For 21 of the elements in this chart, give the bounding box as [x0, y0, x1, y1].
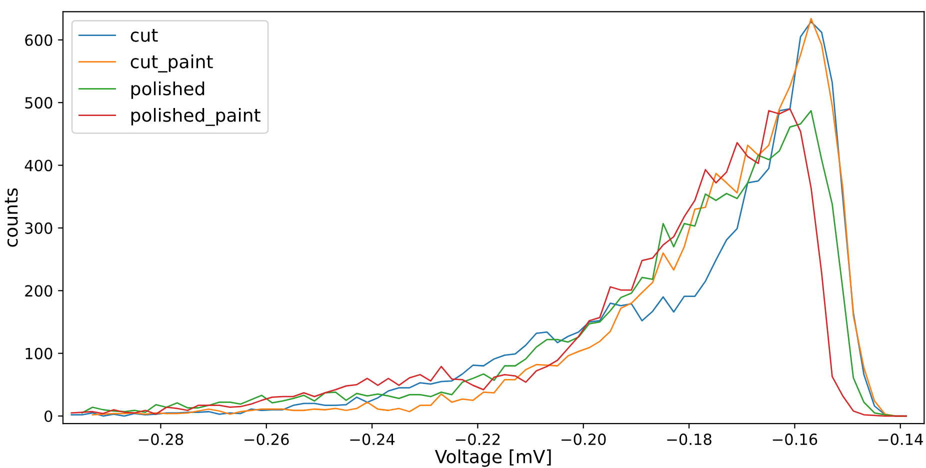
x-axis-title: Voltage [mV]: [434, 449, 551, 467]
legend-label: cut: [130, 28, 158, 42]
x-tick-label: −0.28: [138, 434, 184, 446]
x-tick-label: −0.16: [772, 434, 818, 446]
legend-label: polished: [131, 81, 204, 99]
x-tick-label: −0.18: [667, 434, 712, 446]
x-tick-label: −0.14: [878, 434, 923, 446]
y-tick-label: 300: [25, 222, 52, 234]
y-tick-label: 100: [26, 348, 52, 360]
y-axis-title: counts: [4, 188, 18, 247]
x-tick-label: −0.20: [562, 434, 606, 446]
y-tick-label: 600: [25, 34, 52, 46]
legend-label: polished_paint: [131, 108, 260, 126]
legend-label: cut_paint: [130, 54, 213, 72]
y-tick-label: 400: [24, 160, 52, 172]
x-tick-label: −0.26: [244, 434, 289, 446]
x-tick-label: −0.24: [350, 434, 395, 446]
y-tick-label: 0: [44, 410, 52, 422]
y-tick-label: 500: [25, 97, 52, 109]
x-tick-label: −0.22: [456, 434, 500, 446]
y-tick-label: 200: [25, 285, 52, 297]
